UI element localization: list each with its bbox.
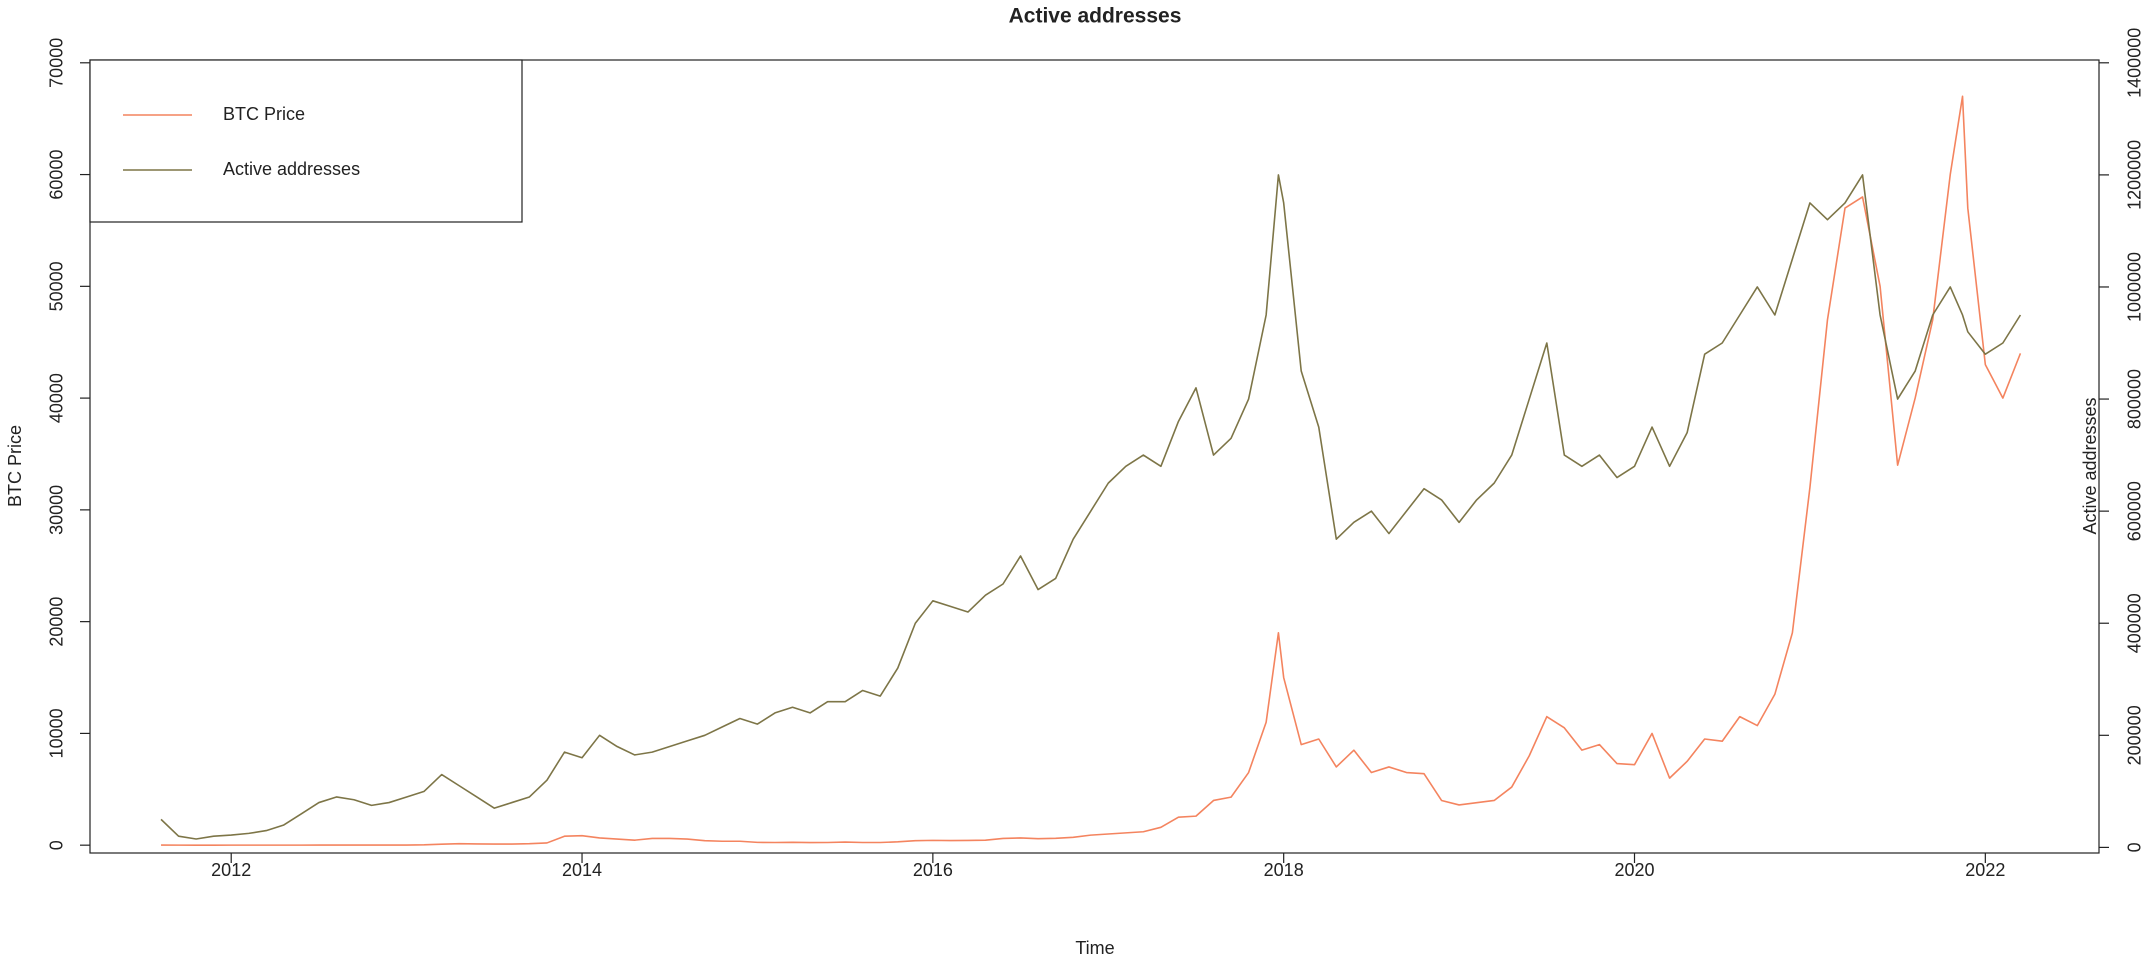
chart-title: Active addresses xyxy=(1009,5,1182,28)
y-tick-label: 20000 xyxy=(47,597,67,647)
y2-tick-label: 200000 xyxy=(2125,705,2145,765)
plot-frame xyxy=(89,59,2100,854)
legend-box xyxy=(89,59,523,223)
y-tick-label: 60000 xyxy=(47,150,67,200)
y-tick-label: 50000 xyxy=(47,261,67,311)
x-tick-label: 2014 xyxy=(562,860,602,880)
y-axis-label: BTC Price xyxy=(5,425,25,507)
y-tick-label: 70000 xyxy=(47,38,67,88)
x-axis-label: Time xyxy=(1075,938,1114,958)
x-tick-label: 2022 xyxy=(1965,860,2005,880)
x-tick-label: 2012 xyxy=(211,860,251,880)
y-tick-label: 40000 xyxy=(47,373,67,423)
y2-tick-label: 600000 xyxy=(2125,481,2145,541)
series-line xyxy=(160,174,2022,840)
y-tick-label: 10000 xyxy=(47,708,67,758)
x-tick-label: 2016 xyxy=(913,860,953,880)
y-tick-label: 30000 xyxy=(47,485,67,535)
x-tick-label: 2020 xyxy=(1614,860,1654,880)
y2-tick-label: 1000000 xyxy=(2125,252,2145,322)
legend-label: BTC Price xyxy=(223,104,305,124)
x-tick-label: 2018 xyxy=(1264,860,1304,880)
series-line xyxy=(161,95,2022,846)
y2-tick-label: 400000 xyxy=(2125,593,2145,653)
y2-tick-label: 1400000 xyxy=(2125,28,2145,98)
y2-tick-label: 0 xyxy=(2125,842,2145,852)
y-tick-label: 0 xyxy=(47,840,67,850)
y2-tick-label: 800000 xyxy=(2125,369,2145,429)
y2-axis-label: Active addresses xyxy=(2080,397,2100,534)
y2-tick-label: 1200000 xyxy=(2125,140,2145,210)
legend-label: Active addresses xyxy=(223,159,360,179)
